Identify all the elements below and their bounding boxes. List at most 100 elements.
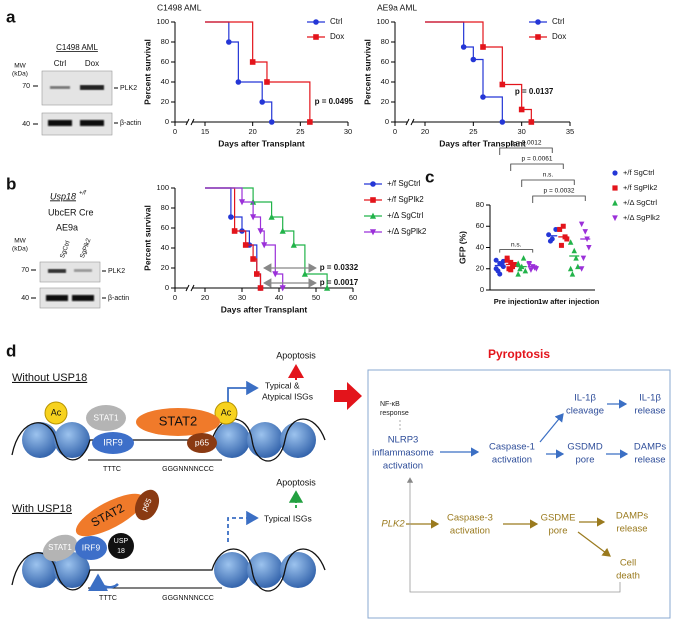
- genotype-line: UbcER Cre: [48, 207, 94, 217]
- mw-marker: 70: [21, 267, 29, 274]
- node-label: NF-κB: [380, 401, 400, 408]
- stat1: [42, 534, 78, 562]
- marker: [231, 228, 238, 234]
- legend-label: Ctrl: [552, 17, 565, 26]
- marker: [575, 263, 581, 270]
- legend-label: +/Δ SgCtrl: [623, 198, 657, 207]
- axis-break: [410, 118, 415, 126]
- band-label: PLK2: [108, 268, 125, 275]
- bracket: [532, 195, 586, 203]
- nucleosome: [214, 422, 250, 458]
- survival-line: [205, 187, 328, 288]
- x-tick-label: 30: [344, 127, 352, 136]
- marker: [557, 226, 563, 232]
- marker: [573, 255, 579, 261]
- charts: 0 20 40 60 80 100 Percent survival 0 15 20 25 30 Day…: [142, 2, 660, 314]
- irf9: [75, 536, 107, 560]
- blot-a: C1498 AML MW (kDa) Ctrl Dox 70 40 PLK2 β…: [12, 43, 141, 136]
- x-tick-label: 30: [517, 127, 525, 136]
- marker: [571, 247, 577, 254]
- marker: [567, 265, 574, 272]
- mw-label: (kDa): [12, 246, 28, 253]
- arrow: [577, 531, 611, 557]
- y-tick-label: 80: [161, 37, 169, 46]
- mechanism-with: With USP18 STAT1 IRF9 USP 18 STAT2 p65 T…: [11, 477, 326, 602]
- marker: [250, 256, 256, 262]
- legend-label: +/Δ SgPlk2: [387, 227, 427, 236]
- legend-marker: [535, 19, 541, 25]
- x-tick-label: 25: [469, 127, 477, 136]
- marker: [257, 285, 264, 291]
- y-tick-label: 0: [165, 283, 169, 292]
- marker: [517, 265, 523, 272]
- y-tick-label: 100: [156, 17, 169, 26]
- bracket: [499, 147, 553, 155]
- marker: [259, 99, 266, 105]
- legend-label: +/Δ SgCtrl: [387, 211, 423, 220]
- genotype-line: AE9a: [56, 222, 78, 232]
- arrow: [539, 413, 564, 443]
- protein-label: USP: [114, 538, 129, 545]
- x-tick-label: 50: [312, 293, 320, 302]
- node-label: release: [616, 524, 647, 535]
- marker: [250, 214, 257, 221]
- y-tick-label: 60: [381, 57, 389, 66]
- node-label: GSDMD: [567, 442, 603, 453]
- node-label: NLRP3: [388, 435, 419, 446]
- band: [80, 120, 104, 126]
- p-value: p = 0.0017: [320, 278, 359, 287]
- marker: [238, 199, 246, 206]
- comparison-label: p = 0.0032: [544, 188, 575, 195]
- marker: [569, 271, 576, 277]
- marker: [499, 119, 506, 125]
- legend-marker: [612, 215, 618, 222]
- y-axis-label: Percent survival: [142, 205, 152, 271]
- transcription-arrow: [227, 380, 259, 402]
- marker: [580, 255, 587, 262]
- node-label: Caspase-3: [447, 513, 493, 524]
- x-tick-label: 0: [173, 127, 177, 136]
- band: [48, 120, 72, 126]
- usp18: [108, 533, 134, 559]
- protein-label: 18: [117, 548, 125, 555]
- y-tick-label: 80: [476, 200, 484, 209]
- node-label: IL-1β: [639, 393, 661, 404]
- legend-label: Ctrl: [330, 17, 343, 26]
- node-label: Caspase-1: [489, 442, 535, 453]
- mw-label: MW: [14, 63, 26, 70]
- marker: [279, 227, 286, 234]
- node-label: Cell: [620, 558, 636, 569]
- marker: [546, 232, 552, 238]
- y-tick-label: 60: [476, 221, 484, 230]
- marker: [567, 239, 574, 245]
- node-label: death: [616, 571, 640, 582]
- marker: [324, 284, 331, 291]
- marker: [249, 59, 256, 65]
- marker: [228, 214, 234, 220]
- y-tick-label: 80: [161, 203, 169, 212]
- legend-marker: [370, 181, 376, 187]
- blot-title: C1498 AML: [56, 43, 98, 52]
- legend-label: +/f SgPlk2: [387, 195, 424, 204]
- x-tick-label: 0: [173, 293, 177, 302]
- panel-label: a: [6, 7, 16, 26]
- marker: [254, 271, 260, 277]
- x-axis-label: Days after Transplant: [218, 138, 305, 148]
- band-label: β-actin: [120, 120, 141, 127]
- x-tick-label: 20: [201, 293, 209, 302]
- legend-marker: [612, 185, 618, 191]
- node-label: inflammasome: [372, 448, 434, 459]
- y-tick-label: 20: [161, 97, 169, 106]
- axis-break: [190, 284, 195, 292]
- node-label: pore: [548, 526, 567, 537]
- bracket: [510, 163, 564, 171]
- marker: [515, 271, 521, 277]
- gel: [39, 261, 101, 283]
- node-label: DAMPs: [634, 442, 666, 453]
- feedback-line: [406, 477, 621, 593]
- stat2: [136, 408, 220, 436]
- marker: [480, 44, 486, 50]
- x-tick-label: 20: [248, 127, 256, 136]
- band-label: PLK2: [120, 85, 137, 92]
- bracket: [521, 179, 575, 187]
